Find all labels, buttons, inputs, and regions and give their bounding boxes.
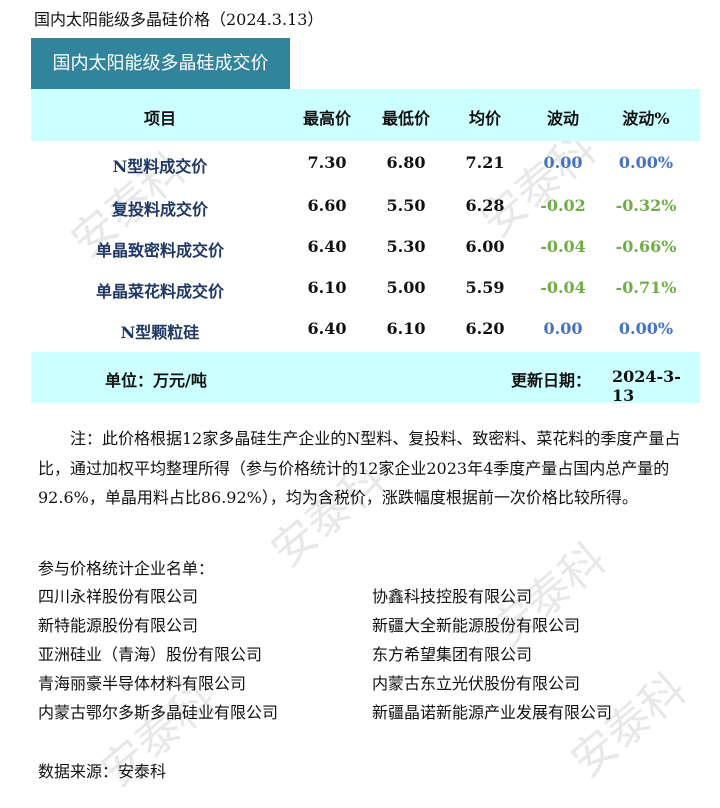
table-footer: 单位：万元/吨 更新日期： 2024-3-13 [31,352,700,405]
cell-min: 5.50 [386,196,426,215]
company-name: 东方希望集团有限公司 [372,645,533,664]
table-row: 单晶菜花料成交价 6.10 5.00 5.59 -0.04 -0.71% [31,268,700,309]
company-name: 新特能源股份有限公司 [38,616,199,635]
company-name: 亚洲硅业（青海）股份有限公司 [38,645,263,664]
company-name: 新疆大全新能源股份有限公司 [372,616,581,635]
cell-min: 5.00 [386,278,426,297]
cell-min: 5.30 [386,237,426,256]
table-row: N型颗粒硅 6.40 6.10 6.20 0.00 0.00% [31,309,700,350]
cell-item: N型料成交价 [112,157,208,176]
cell-pct: 0.00% [618,153,674,172]
cell-max: 6.40 [307,319,347,338]
page-title: 国内太阳能级多晶硅价格（2024.3.13） [34,10,324,29]
header-pct: 波动% [622,109,670,128]
cell-min: 6.10 [386,319,426,338]
update-date: 2024-3-13 [612,367,681,405]
company-name: 新疆晶诺新能源产业发展有限公司 [372,703,613,722]
cell-max: 7.30 [307,153,347,172]
cell-max: 6.10 [307,278,347,297]
cell-pct: -0.32% [615,196,677,215]
table-row: 单晶致密料成交价 6.40 5.30 6.00 -0.04 -0.66% [31,227,700,268]
note-paragraph: 注：此价格根据12家多晶硅生产企业的N型料、复投料、致密料、菜花料的季度产量占比… [38,429,681,507]
cell-change: -0.02 [540,196,586,215]
cell-min: 6.80 [386,153,426,172]
header-max: 最高价 [302,109,352,128]
cell-avg: 6.28 [465,196,505,215]
cell-item: 单晶菜花料成交价 [95,282,225,301]
cell-avg: 7.21 [465,153,505,172]
cell-avg: 6.20 [465,319,505,338]
header-item: 项目 [143,109,177,128]
company-name: 青海丽豪半导体材料有限公司 [38,674,247,693]
cell-avg: 5.59 [465,278,505,297]
cell-change: -0.04 [540,237,586,256]
unit-label: 单位：万元/吨 [105,371,207,390]
data-source: 数据来源：安泰科 [38,762,167,781]
company-name: 内蒙古鄂尔多斯多晶硅业有限公司 [38,703,279,722]
header-avg: 均价 [468,109,502,128]
table-row: 复投料成交价 6.60 5.50 6.28 -0.02 -0.32% [31,186,700,227]
header-min: 最低价 [381,109,431,128]
companies-title: 参与价格统计企业名单： [38,559,215,578]
cell-pct: 0.00% [618,319,674,338]
update-label: 更新日期： [511,371,592,390]
cell-pct: -0.66% [615,237,677,256]
table-caption: 国内太阳能级多晶硅成交价 [31,38,290,89]
cell-pct: -0.71% [615,278,677,297]
cell-max: 6.40 [307,237,347,256]
company-name: 四川永祥股份有限公司 [38,587,199,606]
cell-change: -0.04 [540,278,586,297]
table-row: N型料成交价 7.30 6.80 7.21 0.00 0.00% [31,143,700,184]
cell-item: 复投料成交价 [111,200,209,219]
cell-item: N型颗粒硅 [120,323,200,342]
table-header: 项目 最高价 最低价 均价 波动 波动% [31,89,700,141]
cell-avg: 6.00 [465,237,505,256]
company-name: 协鑫科技控股有限公司 [372,587,533,606]
cell-item: 单晶致密料成交价 [95,241,225,260]
cell-change: 0.00 [543,153,583,172]
header-change: 波动 [546,109,580,128]
company-name: 内蒙古东立光伏股份有限公司 [372,674,581,693]
cell-change: 0.00 [543,319,583,338]
cell-max: 6.60 [307,196,347,215]
